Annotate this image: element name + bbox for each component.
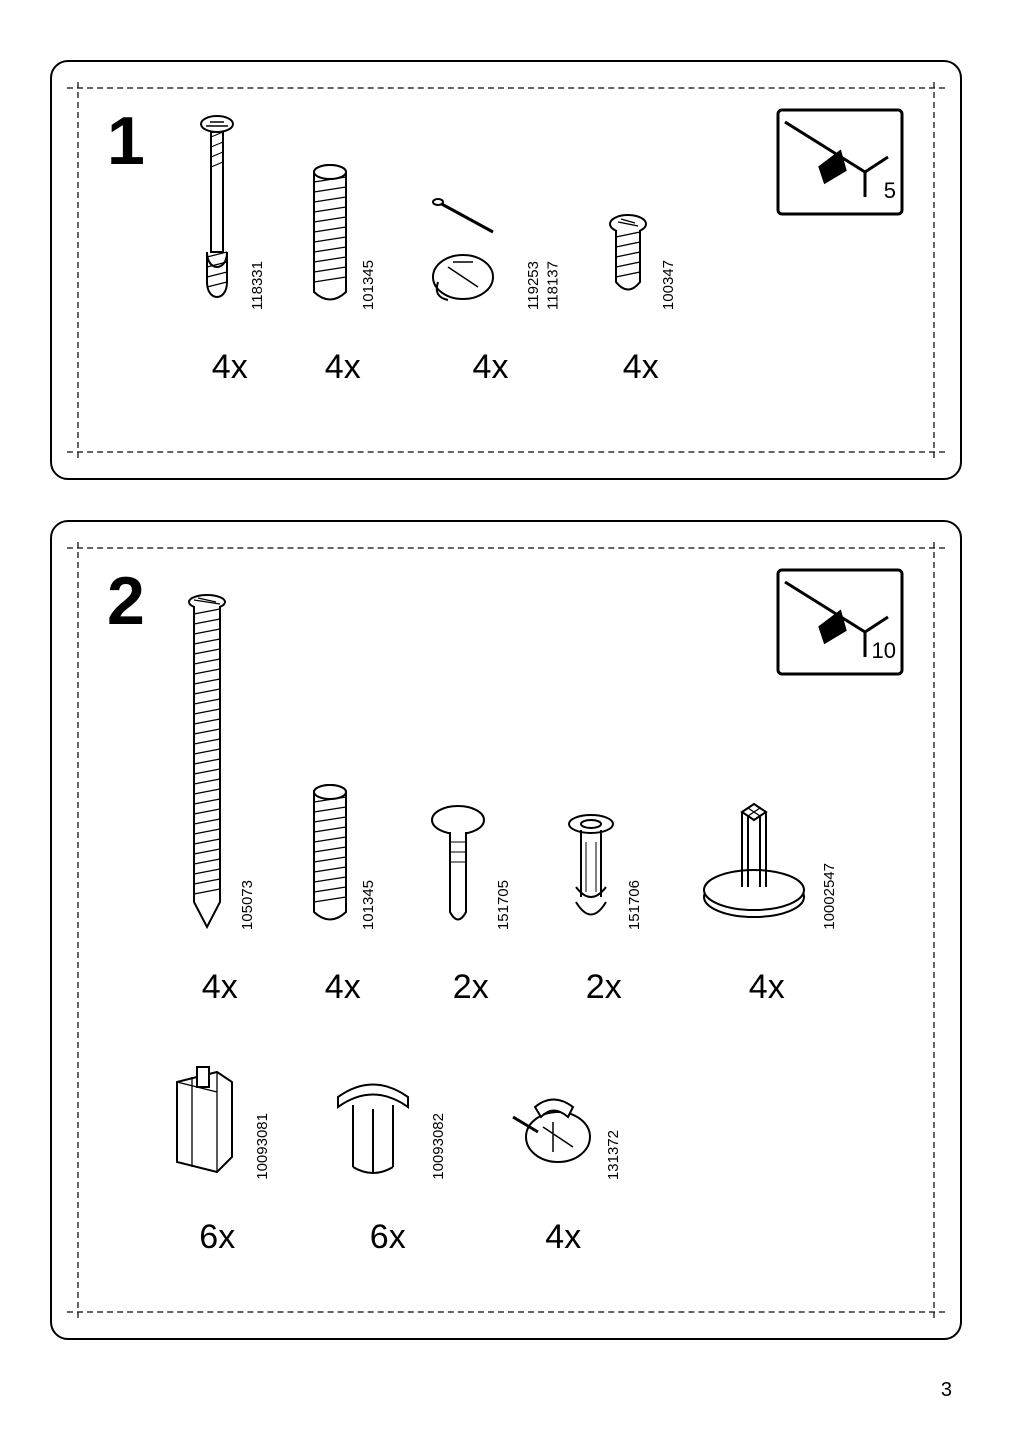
part-cam-lock-key: 119253 118137 4x — [418, 192, 563, 387]
bag-number: 5 — [884, 178, 896, 204]
part-bracket-b: 10093082 6x — [328, 1067, 449, 1257]
parts-row-a: 105073 4x 101345 4x — [182, 592, 840, 1007]
part-qty: 4x — [473, 348, 509, 387]
part-qty: 4x — [202, 968, 238, 1007]
part-qty: 6x — [199, 1218, 235, 1257]
part-qty: 2x — [586, 968, 622, 1007]
part-qty: 4x — [545, 1218, 581, 1257]
part-screw-short: 100347 4x — [603, 212, 679, 387]
bag-number: 10 — [872, 638, 896, 664]
part-anchor: 151706 2x — [564, 812, 645, 1007]
part-qty: 4x — [325, 348, 361, 387]
part-qty: 4x — [212, 348, 248, 387]
part-code: 151705 — [494, 880, 514, 930]
hardware-bag-panel-1: 1 5 118331 — [50, 60, 962, 480]
parts-row-b: 10093081 6x 10093082 6x — [162, 1062, 624, 1257]
parts-row: 118331 4x 101345 4x — [192, 112, 679, 387]
step-number: 2 — [107, 562, 145, 640]
page-number: 3 — [941, 1379, 952, 1402]
step-number: 1 — [107, 102, 145, 180]
part-code: 10093081 — [253, 1113, 273, 1180]
hardware-bag-panel-2: 2 10 1 — [50, 520, 962, 1340]
part-dowel: 101345 4x — [308, 162, 379, 387]
part-code: 10002547 — [820, 863, 840, 930]
part-code: 101345 — [359, 880, 379, 930]
part-cam-lock: 131372 4x — [503, 1082, 624, 1257]
part-screw-long: 105073 4x — [182, 592, 258, 1007]
part-pin-cap: 151705 2x — [428, 802, 514, 1007]
part-bracket-a: 10093081 6x — [162, 1062, 273, 1257]
part-qty: 2x — [453, 968, 489, 1007]
part-code: 105073 — [238, 880, 258, 930]
part-qty: 4x — [749, 968, 785, 1007]
part-code: 118331 — [248, 261, 268, 310]
part-bolt: 118331 4x — [192, 112, 268, 387]
part-code: 151706 — [625, 880, 645, 930]
part-foot: 10002547 4x — [694, 802, 840, 1007]
bag-reference-icon: 5 — [770, 102, 910, 222]
part-qty: 6x — [370, 1218, 406, 1257]
part-code: 131372 — [604, 1130, 624, 1180]
part-qty: 4x — [325, 968, 361, 1007]
part-qty: 4x — [623, 348, 659, 387]
part-code: 10093082 — [429, 1113, 449, 1180]
part-code: 101345 — [359, 260, 379, 310]
part-code: 100347 — [659, 260, 679, 310]
part-dowel: 101345 4x — [308, 782, 379, 1007]
part-code: 119253 118137 — [524, 261, 563, 310]
